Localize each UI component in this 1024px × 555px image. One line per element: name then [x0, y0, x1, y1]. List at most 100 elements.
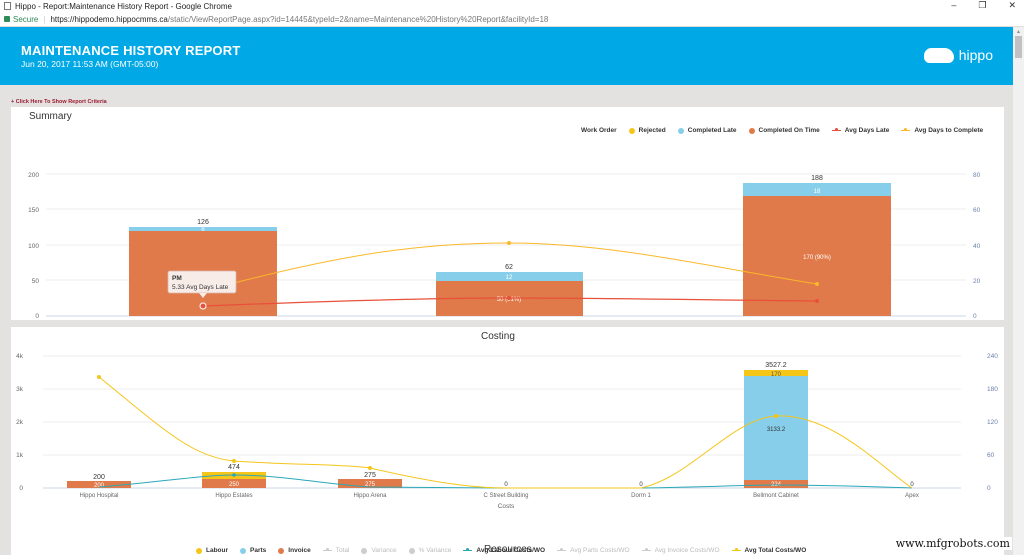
svg-text:18: 18 [814, 189, 821, 195]
summary-legend: Work Order Rejected Completed Late Compl… [581, 127, 983, 134]
legend-total[interactable]: Total [322, 547, 349, 554]
svg-text:200: 200 [93, 474, 105, 481]
svg-text:60: 60 [973, 207, 981, 214]
svg-text:6: 6 [201, 227, 205, 233]
report-header: MAINTENANCE HISTORY REPORT Jun 20, 2017 … [0, 27, 1013, 85]
report-date: Jun 20, 2017 11:53 AM (GMT-05:00) [21, 59, 159, 69]
url-host: https://hippodemo.hippocmms.ca [50, 14, 168, 24]
chart-tooltip: PM 5.33 Avg Days Late [167, 270, 237, 298]
svg-text:170 (90%): 170 (90%) [803, 255, 831, 261]
legend-labour[interactable]: Labour [196, 547, 228, 554]
restore-button[interactable]: ❐ [978, 0, 987, 10]
svg-text:60: 60 [987, 452, 995, 459]
bar-hippo-hospital[interactable]: 200 200 [67, 474, 131, 489]
line-marker-icon [322, 548, 332, 552]
legend-parts[interactable]: Parts [240, 547, 266, 554]
minimize-button[interactable]: – [951, 0, 957, 10]
costing-title: Costing [481, 331, 515, 342]
summary-panel: Summary Work Order Rejected Completed La… [11, 107, 1004, 320]
dot-icon [361, 547, 368, 554]
svg-text:40: 40 [973, 243, 981, 250]
svg-text:0: 0 [19, 485, 23, 492]
right-axis: 240 180 120 60 0 [987, 353, 998, 492]
svg-text:5.33 Avg Days Late: 5.33 Avg Days Late [172, 284, 229, 291]
dot-icon [748, 127, 755, 134]
svg-text:20: 20 [973, 278, 981, 285]
svg-text:3133.2: 3133.2 [767, 427, 786, 433]
svg-text:C Street Building: C Street Building [483, 493, 528, 499]
svg-text:180: 180 [987, 386, 998, 393]
svg-text:188: 188 [811, 175, 823, 182]
svg-text:126: 126 [197, 219, 209, 226]
svg-text:50: 50 [32, 278, 40, 285]
costing-chart: 4k 3k 2k 1k 0 240 180 120 60 0 200 200 [16, 353, 998, 510]
svg-text:275: 275 [365, 482, 376, 488]
svg-text:PM: PM [172, 275, 182, 282]
legend-percent-variance[interactable]: % Variance [408, 547, 451, 554]
svg-text:62: 62 [505, 264, 513, 271]
bar-dorm-1[interactable]: 0 [639, 482, 643, 488]
bar-bellmont-cabinet[interactable]: 3527.2 170 3133.2 224 [744, 362, 808, 488]
svg-text:0: 0 [35, 313, 39, 320]
address-bar[interactable]: Secure | https://hippodemo.hippocmms.ca … [0, 12, 1024, 27]
bar-hippo-arena[interactable]: 275 275 [338, 472, 402, 488]
bar-apex[interactable]: 0 [910, 482, 914, 488]
legend-avg-days-late[interactable]: Avg Days Late [831, 127, 889, 134]
svg-text:Hippo Arena: Hippo Arena [353, 493, 387, 499]
hippo-logo: hippo [923, 47, 993, 63]
svg-text:Costs: Costs [498, 503, 515, 510]
legend-invoice[interactable]: Invoice [278, 547, 311, 554]
legend-avg-total-costs[interactable]: Avg Total Costs/WO [731, 547, 806, 554]
svg-text:150: 150 [28, 207, 39, 214]
legend-avg-parts-costs[interactable]: Avg Parts Costs/WO [557, 547, 630, 554]
window-titlebar: Hippo - Report:Maintenance History Repor… [0, 0, 1024, 12]
svg-text:275: 275 [364, 472, 376, 479]
url-path: /static/ViewReportPage.aspx?id=14445&typ… [167, 14, 549, 24]
svg-text:2k: 2k [16, 419, 24, 426]
legend-avg-days-to-complete[interactable]: Avg Days to Complete [901, 127, 983, 134]
resources-title: Resources [484, 544, 532, 555]
svg-text:0: 0 [973, 313, 977, 320]
svg-text:4k: 4k [16, 353, 24, 360]
lock-icon [4, 16, 10, 22]
bar-all[interactable]: 188 18 170 (90%) [743, 175, 891, 316]
legend-variance[interactable]: Variance [361, 547, 397, 554]
show-report-criteria-link[interactable]: + Click Here To Show Report Criteria [11, 99, 107, 105]
line-marker-icon [731, 548, 741, 552]
vertical-scrollbar[interactable]: ▲ [1013, 27, 1024, 555]
right-axis: 80 60 40 20 0 [973, 172, 981, 320]
legend-completed-late[interactable]: Completed Late [677, 127, 737, 134]
scroll-up-icon[interactable]: ▲ [1016, 29, 1021, 35]
svg-text:250: 250 [229, 482, 240, 488]
watermark: www.mfgrobots.com [893, 537, 1012, 550]
dot-icon [278, 547, 285, 554]
summary-chart: 200 150 100 50 0 80 60 40 20 0 126 6 [28, 172, 981, 320]
page-icon [4, 2, 11, 10]
report-page: MAINTENANCE HISTORY REPORT Jun 20, 2017 … [0, 27, 1013, 555]
bar-demand[interactable]: 62 12 50 (81%) [436, 264, 583, 316]
svg-text:Bellmont Cabinet: Bellmont Cabinet [753, 493, 799, 499]
bar-c-street-building[interactable]: 0 [504, 482, 508, 488]
avg-total-costs-line [98, 376, 913, 489]
legend-avg-invoice-costs[interactable]: Avg Invoice Costs/WO [641, 547, 720, 554]
left-axis: 200 150 100 50 0 [28, 172, 39, 320]
window-title: Hippo - Report:Maintenance History Repor… [15, 1, 232, 11]
close-button[interactable]: ✕ [1008, 0, 1016, 10]
secure-label: Secure [13, 14, 39, 24]
svg-text:3527.2: 3527.2 [765, 362, 787, 369]
scrollbar-thumb[interactable] [1015, 36, 1022, 58]
costing-legend: Labour Parts Invoice Total Variance % Va… [196, 547, 806, 554]
svg-text:0: 0 [987, 485, 991, 492]
line-marker-icon [557, 548, 567, 552]
svg-text:474: 474 [228, 464, 240, 471]
legend-rejected[interactable]: Rejected [628, 127, 666, 134]
line-marker-icon [463, 548, 473, 552]
bar-pm[interactable]: 126 6 [129, 219, 277, 316]
legend-completed-on-time[interactable]: Completed On Time [748, 127, 820, 134]
dot-icon [408, 547, 415, 554]
svg-text:240: 240 [987, 353, 998, 360]
svg-text:Dorm 1: Dorm 1 [631, 493, 651, 499]
x-axis-labels: Hippo Hospital Hippo Estates Hippo Arena… [79, 493, 918, 510]
svg-text:Hippo Estates: Hippo Estates [215, 493, 252, 499]
legend-avg-labour-costs[interactable]: Avg Labour Costs/WO [463, 547, 545, 554]
